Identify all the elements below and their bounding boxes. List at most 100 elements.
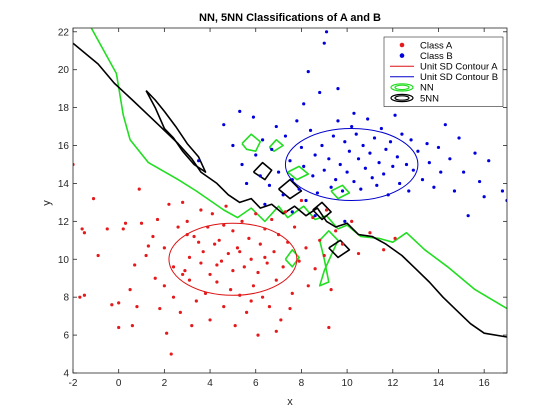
class-b-point xyxy=(500,189,505,193)
class-a-point xyxy=(256,270,260,275)
class-a-point xyxy=(235,246,240,250)
y-tick-label: 4 xyxy=(63,369,69,380)
class-b-point xyxy=(375,183,379,187)
class-b-point xyxy=(382,172,386,176)
class-a-point xyxy=(137,187,141,191)
class-b-point xyxy=(350,124,354,129)
y-axis-title: y xyxy=(41,200,53,206)
y-tick-label: 14 xyxy=(58,179,70,190)
class-a-point xyxy=(231,229,235,233)
class-a-point xyxy=(238,250,242,254)
class-a-point xyxy=(105,227,109,231)
class-a-point xyxy=(219,259,224,263)
class-b-point xyxy=(347,149,351,153)
class-a-point xyxy=(135,305,139,309)
class-b-point xyxy=(260,138,265,142)
class-b-point xyxy=(356,157,361,161)
class-a-point xyxy=(311,215,315,220)
class-a-point xyxy=(162,284,166,288)
class-b-point xyxy=(462,170,466,174)
class-a-point xyxy=(249,299,253,303)
class-a-point xyxy=(238,293,242,297)
class-b-point xyxy=(238,109,242,114)
legend-label: Unit SD Contour A xyxy=(420,62,498,73)
class-b-point xyxy=(352,179,356,184)
class-a-point xyxy=(304,246,308,250)
class-b-point xyxy=(334,178,338,182)
class-b-point xyxy=(290,178,294,182)
axes: -2 0 2 4 6 8 10 12 14 16 4 6 8 10 12 14 16 18 20 22 xyxy=(58,27,508,389)
class-a-point xyxy=(201,250,205,254)
class-a-point xyxy=(208,272,212,277)
class-b-point xyxy=(231,143,235,148)
x-tick-label: 8 xyxy=(299,378,305,389)
legend-contour-inner xyxy=(394,95,410,101)
class-b-point xyxy=(288,159,292,163)
plot-area xyxy=(73,28,507,356)
class-b-point xyxy=(267,183,272,187)
legend-marker xyxy=(399,53,405,58)
x-tick-label: 12 xyxy=(387,378,399,389)
x-tick-label: 10 xyxy=(342,378,354,389)
class-a-point xyxy=(279,318,283,322)
class-a-point xyxy=(254,212,258,216)
legend-marker xyxy=(399,42,405,48)
class-a-point xyxy=(224,204,228,208)
class-b-point xyxy=(370,176,374,180)
class-a-point xyxy=(169,352,173,356)
class-a-point xyxy=(233,324,237,328)
y-tick-label: 6 xyxy=(63,331,69,342)
class-a-point xyxy=(185,219,189,223)
x-axis-title: x xyxy=(287,396,293,408)
class-a-point xyxy=(176,225,180,229)
class-b-point xyxy=(354,132,358,136)
class-a-point xyxy=(217,238,221,242)
class-a-point xyxy=(368,231,372,235)
class-b-point xyxy=(352,111,356,115)
class-b-point xyxy=(379,126,383,131)
nn-boundary-line xyxy=(284,249,300,268)
class-a-point xyxy=(324,208,329,212)
class-a-point xyxy=(274,278,278,282)
class-a-point xyxy=(130,324,134,328)
class-b-point xyxy=(295,119,299,123)
class-a-point xyxy=(356,251,361,256)
class-a-point xyxy=(199,261,203,265)
class-a-point xyxy=(187,278,192,282)
class-b-point xyxy=(281,193,285,197)
x-tick-label: 16 xyxy=(479,378,491,389)
class-b-point xyxy=(327,157,331,161)
class-a-point xyxy=(183,269,187,273)
class-a-point xyxy=(78,295,82,299)
class-a-point xyxy=(181,272,185,277)
knn-boundary-line xyxy=(328,239,351,259)
class-a-point xyxy=(251,284,256,288)
class-a-point xyxy=(165,331,169,335)
class-b-point xyxy=(395,155,399,159)
class-a-point xyxy=(139,221,144,225)
legend-label: NN xyxy=(420,83,434,94)
class-a-point xyxy=(82,231,87,235)
class-b-point xyxy=(320,143,324,148)
x-tick-label: 14 xyxy=(433,378,445,389)
class-a-point xyxy=(144,253,148,258)
class-a-point xyxy=(197,240,201,244)
class-a-point xyxy=(350,219,354,223)
class-b-point xyxy=(425,142,429,146)
class-b-point xyxy=(368,151,372,155)
class-b-point xyxy=(361,143,365,148)
class-b-point xyxy=(306,69,310,74)
class-a-point xyxy=(222,223,226,227)
class-a-point xyxy=(121,227,125,231)
class-b-point xyxy=(448,157,452,161)
class-b-point xyxy=(343,140,347,144)
class-a-point xyxy=(82,293,87,297)
class-a-point xyxy=(297,259,301,263)
chart-title: NN, 5NN Classifications of A and B xyxy=(199,12,381,24)
class-b-point xyxy=(270,147,274,151)
legend-label: Class B xyxy=(420,51,453,62)
class-a-point xyxy=(213,242,217,246)
class-b-point xyxy=(420,178,425,182)
class-a-point xyxy=(288,306,292,311)
